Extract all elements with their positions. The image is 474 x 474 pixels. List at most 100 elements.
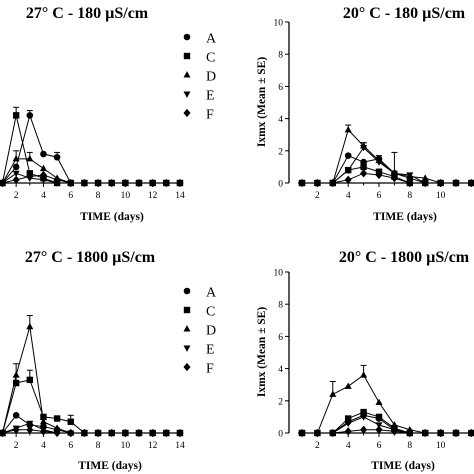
legend-label: E — [206, 89, 215, 104]
data-point — [94, 428, 102, 438]
x-tick-label: 2 — [315, 191, 320, 201]
data-point — [80, 178, 88, 188]
legend-label: A — [206, 32, 217, 47]
plot-area — [0, 314, 184, 438]
data-point — [176, 428, 184, 438]
data-point — [298, 178, 306, 188]
legend-label: D — [206, 70, 216, 85]
series-F — [298, 425, 474, 438]
data-point — [344, 420, 352, 428]
data-point — [313, 178, 321, 188]
data-point — [12, 155, 20, 162]
legend-label: E — [206, 343, 215, 358]
legend-label: F — [206, 362, 214, 377]
y-tick-label: 2 — [278, 397, 283, 407]
data-point — [53, 415, 61, 422]
data-point — [375, 413, 383, 421]
data-point — [344, 175, 352, 184]
data-point — [121, 428, 129, 438]
data-point — [135, 428, 143, 438]
panel-20c-1800: 20° C - 1800 µS/cm 2 4 6 8 10 0 2 4 6 8 10 TIME (d… — [256, 249, 474, 472]
y-tick-label: 8 — [278, 301, 283, 311]
x-tick-label: 4 — [41, 441, 46, 451]
axes: 2 4 6 8 10 0 2 4 6 8 10 — [274, 269, 472, 451]
series-line — [302, 172, 472, 184]
legend-marker-D — [183, 71, 191, 78]
panel-title: 20° C - 180 µS/cm — [343, 5, 466, 22]
data-point — [375, 425, 383, 434]
panel-title: 27° C - 180 µS/cm — [26, 5, 149, 22]
data-point — [39, 427, 47, 436]
axes: 2 4 6 8 10 12 14 — [0, 432, 185, 451]
data-point — [26, 322, 34, 330]
x-tick-label: 2 — [14, 441, 19, 451]
data-point — [298, 428, 306, 438]
data-point — [390, 427, 398, 436]
data-point — [12, 175, 20, 184]
legend-marker-A — [183, 287, 191, 295]
data-point — [375, 422, 383, 429]
data-point — [26, 112, 34, 119]
data-point — [12, 112, 20, 119]
data-point — [12, 411, 20, 419]
axes: 2 4 6 8 10 12 14 — [0, 182, 185, 201]
data-point — [53, 175, 61, 184]
data-point — [421, 174, 429, 181]
data-point — [26, 425, 34, 434]
data-point — [344, 126, 352, 133]
x-tick-label: 10 — [121, 441, 131, 451]
y-tick-label: 0 — [278, 180, 283, 190]
data-point — [421, 428, 429, 438]
data-point — [360, 145, 368, 152]
series-D — [0, 314, 184, 436]
legend-label: C — [206, 305, 215, 320]
x-axis-label: TIME (days) — [78, 460, 142, 472]
series-line — [302, 128, 472, 184]
legend-label: A — [206, 286, 217, 301]
data-point — [437, 178, 445, 188]
data-point — [135, 178, 143, 188]
data-point — [149, 428, 157, 438]
x-tick-label: 6 — [377, 191, 382, 201]
data-point — [12, 371, 20, 378]
series-F — [0, 170, 184, 188]
data-point — [12, 425, 20, 434]
series-C — [0, 106, 184, 187]
x-tick-label: 4 — [346, 191, 351, 201]
y-tick-label: 6 — [278, 83, 283, 93]
y-tick-label: 4 — [278, 115, 283, 125]
x-tick-label: 4 — [41, 191, 46, 201]
x-tick-label: 8 — [407, 441, 412, 451]
panel-27c-1800: 27° C - 1800 µS/cm 2 4 6 8 10 12 14 TIME (days… — [0, 249, 217, 472]
data-point — [406, 178, 414, 188]
x-tick-label: 8 — [407, 191, 412, 201]
data-point — [329, 178, 337, 188]
data-point — [344, 167, 352, 174]
legend-marker-C — [183, 306, 191, 314]
data-point — [360, 408, 367, 416]
series-D — [0, 150, 184, 186]
data-point — [80, 428, 88, 438]
series-E — [298, 142, 474, 187]
data-point — [467, 428, 474, 438]
data-point — [12, 170, 20, 178]
x-tick-label: 6 — [377, 441, 382, 451]
data-point — [39, 177, 47, 184]
legend-marker-D — [183, 325, 191, 332]
data-point — [0, 428, 7, 438]
data-point — [40, 413, 47, 421]
data-point — [467, 178, 474, 188]
x-tick-label: 10 — [121, 191, 131, 201]
data-point — [108, 428, 116, 438]
data-point — [67, 428, 75, 438]
data-point — [12, 163, 20, 171]
data-point — [40, 150, 47, 158]
data-point — [39, 164, 47, 172]
legend-marker-C — [183, 52, 191, 60]
data-point — [421, 178, 429, 188]
data-point — [162, 428, 170, 438]
series-line — [302, 146, 472, 184]
